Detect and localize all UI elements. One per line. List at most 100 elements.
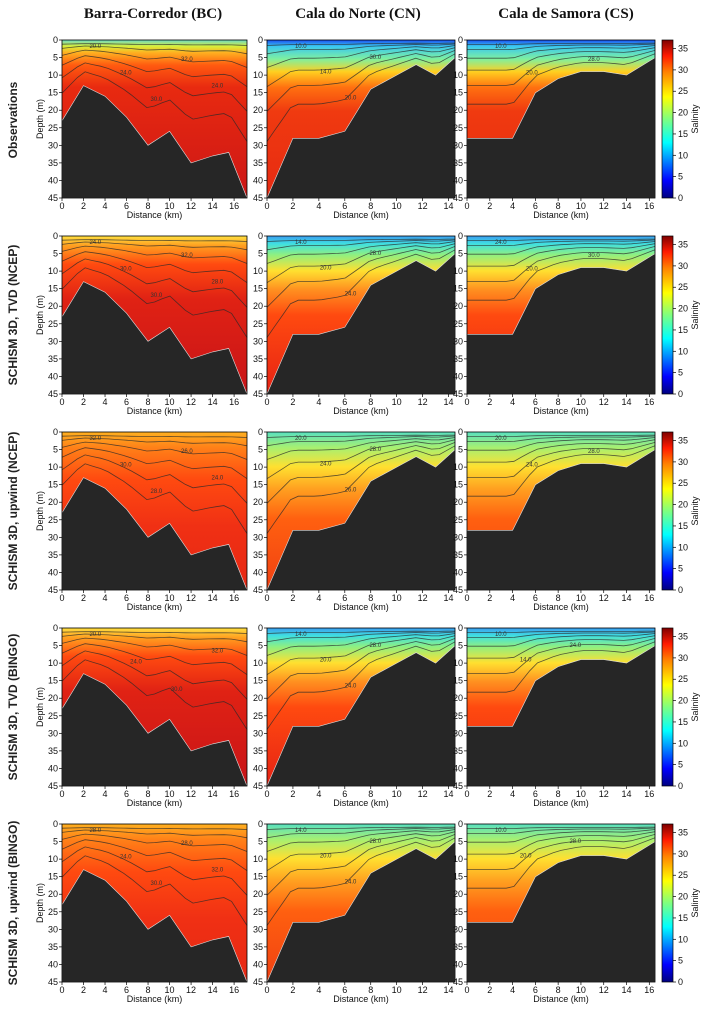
contour-label: 24.0 bbox=[569, 643, 581, 649]
contour-line bbox=[467, 638, 656, 674]
y-axis-label: Depth (m) bbox=[35, 295, 45, 335]
contour-line bbox=[61, 437, 248, 447]
colorbar-tick-label: 15 bbox=[678, 325, 688, 335]
y-tick-label: 15 bbox=[453, 480, 463, 490]
y-tick-label: 35 bbox=[453, 746, 463, 756]
x-tick-label: 6 bbox=[533, 985, 538, 995]
y-tick-label: 45 bbox=[48, 977, 58, 987]
y-tick-label: 0 bbox=[258, 231, 263, 241]
row-title-tvd-ncep: SCHISM 3D, TVD (NCEP) bbox=[6, 245, 20, 386]
x-tick-label: 12 bbox=[599, 985, 609, 995]
panel-r2-c1: 20.024.026.028.030.032.00510152025303540… bbox=[253, 427, 456, 612]
y-tick-label: 45 bbox=[453, 781, 463, 791]
x-tick-label: 0 bbox=[59, 201, 64, 211]
x-tick-label: 0 bbox=[264, 397, 269, 407]
contour-line bbox=[467, 633, 656, 647]
x-tick-label: 6 bbox=[342, 985, 347, 995]
y-tick-label: 30 bbox=[253, 532, 263, 542]
contour-line bbox=[61, 631, 248, 634]
x-axis-label: Distance (km) bbox=[333, 994, 389, 1004]
contour-label: 28.0 bbox=[369, 643, 381, 649]
contour-label: 30.0 bbox=[369, 55, 381, 61]
y-axis-label: Depth (m) bbox=[35, 687, 45, 727]
contour-label: 24.0 bbox=[345, 684, 357, 690]
x-tick-label: 2 bbox=[81, 397, 86, 407]
y-tick-label: 30 bbox=[48, 532, 58, 542]
y-tick-label: 10 bbox=[48, 854, 58, 864]
contour-line bbox=[467, 53, 656, 105]
y-tick-label: 40 bbox=[48, 763, 58, 773]
contour-label: 30.0 bbox=[151, 97, 163, 103]
contour-line bbox=[467, 831, 656, 855]
contour-line bbox=[266, 834, 456, 896]
contour-label: 24.0 bbox=[495, 240, 507, 246]
contour-line bbox=[467, 45, 656, 59]
y-tick-label: 0 bbox=[53, 623, 58, 633]
contour-line bbox=[467, 641, 656, 693]
contour-label: 24.0 bbox=[212, 476, 224, 482]
contour-label: 30.0 bbox=[171, 687, 183, 693]
y-tick-label: 35 bbox=[253, 942, 263, 952]
contour-label: 20.0 bbox=[320, 658, 332, 664]
x-axis-label: Distance (km) bbox=[533, 210, 589, 220]
contour-line bbox=[61, 441, 248, 460]
contour-line bbox=[266, 43, 456, 55]
x-tick-label: 2 bbox=[290, 397, 295, 407]
x-tick-label: 14 bbox=[444, 397, 454, 407]
contour-line bbox=[467, 43, 656, 50]
x-tick-label: 4 bbox=[316, 985, 321, 995]
colorbar-label: Salinity bbox=[690, 692, 700, 722]
y-tick-label: 35 bbox=[48, 354, 58, 364]
y-tick-label: 40 bbox=[253, 567, 263, 577]
y-tick-label: 10 bbox=[48, 266, 58, 276]
contour-line bbox=[61, 650, 248, 700]
y-tick-label: 40 bbox=[253, 763, 263, 773]
y-tick-label: 45 bbox=[453, 193, 463, 203]
contour-line bbox=[467, 630, 656, 633]
contour-line bbox=[467, 826, 656, 829]
contour-label: 28.0 bbox=[89, 828, 101, 834]
contour-label: 24.0 bbox=[130, 660, 142, 666]
contour-line bbox=[266, 837, 456, 926]
contour-label: 20.0 bbox=[520, 854, 532, 860]
colorbar-tick-label: 20 bbox=[678, 892, 688, 902]
contour-label: 28.0 bbox=[151, 489, 163, 495]
y-tick-label: 0 bbox=[458, 623, 463, 633]
x-tick-label: 10 bbox=[392, 201, 402, 211]
contour-line bbox=[467, 241, 656, 255]
x-tick-label: 6 bbox=[124, 201, 129, 211]
y-tick-label: 45 bbox=[48, 389, 58, 399]
y-tick-label: 15 bbox=[453, 872, 463, 882]
colorbar-tick-label: 35 bbox=[678, 828, 688, 838]
contour-line bbox=[61, 633, 248, 643]
x-tick-label: 10 bbox=[392, 397, 402, 407]
panel-frame bbox=[466, 627, 656, 787]
panel-frame bbox=[266, 235, 456, 395]
contour-line bbox=[467, 437, 656, 451]
x-tick-label: 12 bbox=[418, 789, 428, 799]
colorbar-tick-label: 25 bbox=[678, 86, 688, 96]
y-tick-label: 10 bbox=[453, 70, 463, 80]
y-tick-label: 0 bbox=[258, 623, 263, 633]
panel-frame bbox=[466, 431, 656, 591]
y-tick-label: 0 bbox=[53, 231, 58, 241]
contour-line bbox=[266, 631, 456, 643]
x-tick-label: 10 bbox=[165, 593, 175, 603]
x-tick-label: 6 bbox=[124, 789, 129, 799]
y-tick-label: 5 bbox=[258, 641, 263, 651]
colorbar-tick-label: 30 bbox=[678, 653, 688, 663]
x-tick-label: 8 bbox=[556, 789, 561, 799]
x-tick-label: 4 bbox=[316, 593, 321, 603]
x-tick-label: 14 bbox=[208, 397, 218, 407]
contour-line bbox=[61, 827, 248, 830]
y-tick-label: 0 bbox=[53, 427, 58, 437]
y-tick-label: 45 bbox=[48, 781, 58, 791]
y-tick-label: 45 bbox=[48, 585, 58, 595]
contour-line bbox=[61, 49, 248, 68]
x-tick-label: 10 bbox=[576, 789, 586, 799]
panel-r3-c2: 10.014.020.024.028.032.00510152025303540… bbox=[453, 623, 656, 808]
x-tick-label: 0 bbox=[464, 593, 469, 603]
contour-label: 30.0 bbox=[588, 253, 600, 259]
y-tick-label: 45 bbox=[253, 193, 263, 203]
y-tick-label: 5 bbox=[53, 445, 58, 455]
